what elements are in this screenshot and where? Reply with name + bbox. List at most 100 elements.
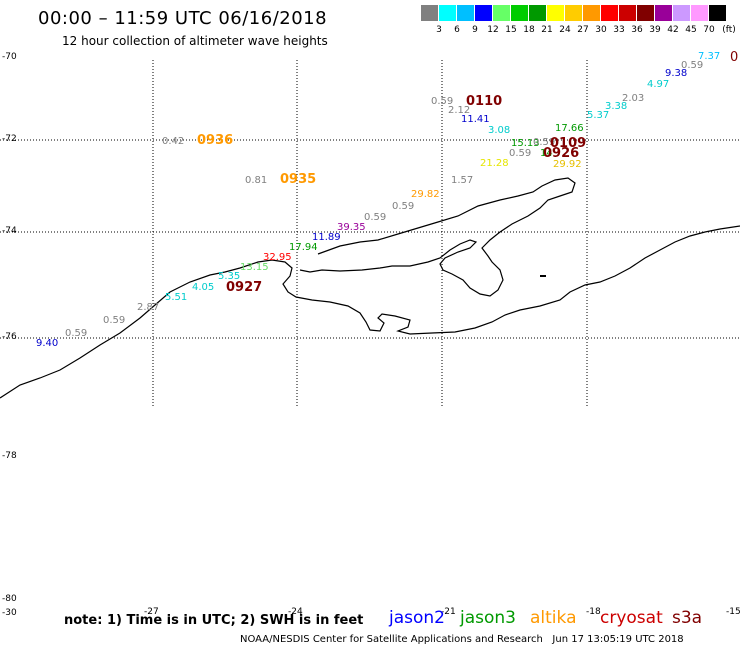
wave-height-label: 17.94 bbox=[289, 242, 318, 253]
legend-label: 45 bbox=[685, 25, 697, 35]
lon-label: -27 bbox=[144, 607, 159, 617]
pass-time-label: 0935 bbox=[280, 172, 317, 187]
wave-height-label: 5.51 bbox=[165, 292, 188, 303]
lon-label: -21 bbox=[441, 607, 456, 617]
legend-label: 15 bbox=[505, 25, 517, 35]
pass-time-label: 0936 bbox=[197, 133, 234, 148]
wave-height-label: 11.89 bbox=[312, 232, 341, 243]
wave-height-label: 39.35 bbox=[337, 222, 366, 233]
lon-label: -18 bbox=[586, 607, 601, 617]
satellite-legend-jason3: jason3 bbox=[460, 608, 516, 628]
legend-swatch bbox=[529, 5, 546, 21]
lat-label: -76 bbox=[2, 332, 17, 342]
satellite-legend-altika: altika bbox=[530, 608, 577, 628]
lat-label: -80 bbox=[2, 594, 17, 604]
wave-height-label: 17.66 bbox=[555, 123, 584, 134]
lat-label: -72 bbox=[2, 134, 17, 144]
legend-label: 30 bbox=[595, 25, 607, 35]
wave-height-label: 7.37 bbox=[698, 51, 721, 62]
legend-swatch bbox=[637, 5, 654, 21]
legend-swatch bbox=[511, 5, 528, 21]
wave-height-label: 0.59 bbox=[431, 96, 454, 107]
legend-label: 3 bbox=[436, 25, 442, 35]
wave-height-label: 0 bbox=[730, 50, 739, 65]
wave-height-label: 0.59 bbox=[103, 315, 126, 326]
legend-swatch bbox=[565, 5, 582, 21]
wave-height-label: 4.97 bbox=[647, 79, 670, 90]
legend-unit: (ft) bbox=[722, 25, 736, 35]
satellite-legend-jason2: jason2 bbox=[389, 608, 445, 628]
wave-height-label: 5.35 bbox=[218, 271, 241, 282]
legend-label: 70 bbox=[703, 25, 715, 35]
wave-height-label: 15.13 bbox=[511, 138, 540, 149]
wave-height-label: 11.41 bbox=[461, 114, 490, 125]
legend-swatch bbox=[547, 5, 564, 21]
map-title: 00:00 – 11:59 UTC 06/16/2018 bbox=[38, 8, 328, 29]
wave-height-label: 9.40 bbox=[36, 338, 59, 349]
legend-label: 9 bbox=[472, 25, 478, 35]
lat-label: -30 bbox=[2, 608, 17, 618]
legend-label: 6 bbox=[454, 25, 460, 35]
wave-height-label: 5.37 bbox=[587, 110, 610, 121]
legend-swatch bbox=[655, 5, 672, 21]
pass-time-label: 0926 bbox=[543, 146, 580, 161]
legend-swatch bbox=[583, 5, 600, 21]
lon-label: -15 bbox=[726, 607, 740, 617]
legend-label: 39 bbox=[649, 25, 661, 35]
legend-label: 36 bbox=[631, 25, 643, 35]
legend-label: 21 bbox=[541, 25, 553, 35]
pass-time-label: 0109 bbox=[550, 136, 587, 151]
wave-height-label: 0.42 bbox=[162, 136, 185, 147]
wave-height-label: 3.38 bbox=[605, 101, 628, 112]
credit-text: NOAA/NESDIS Center for Satellite Applica… bbox=[240, 634, 543, 645]
wave-height-label: 9.38 bbox=[665, 68, 688, 79]
lat-label: -74 bbox=[2, 226, 17, 236]
wave-height-label: 2.12 bbox=[448, 105, 471, 116]
graticule bbox=[0, 60, 740, 406]
legend-swatch bbox=[475, 5, 492, 21]
wave-height-label: 4.05 bbox=[192, 282, 215, 293]
legend-swatch bbox=[439, 5, 456, 21]
wave-height-label: 2.87 bbox=[137, 302, 160, 313]
legend-label: 24 bbox=[559, 25, 571, 35]
legend-label: 33 bbox=[613, 25, 625, 35]
pass-time-label: 0110 bbox=[466, 94, 503, 109]
legend-swatch bbox=[457, 5, 474, 21]
legend-swatch bbox=[493, 5, 510, 21]
wave-height-label: 29.82 bbox=[411, 189, 440, 200]
wave-height-label: 0.81 bbox=[245, 175, 268, 186]
wave-height-label: 0.59 bbox=[509, 148, 532, 159]
wave-height-label: 1.57 bbox=[451, 175, 474, 186]
coast-island bbox=[299, 177, 576, 297]
legend-label: 42 bbox=[667, 25, 679, 35]
legend-label: 12 bbox=[487, 25, 499, 35]
legend-label: 27 bbox=[577, 25, 589, 35]
legend-swatch bbox=[673, 5, 690, 21]
satellite-legend-cryosat: cryosat bbox=[600, 608, 663, 628]
units-note: note: 1) Time is in UTC; 2) SWH is in fe… bbox=[64, 613, 364, 628]
legend-label: 18 bbox=[523, 25, 535, 35]
wave-height-label: 0.59 bbox=[364, 212, 387, 223]
wave-height-label: 14 bbox=[540, 148, 553, 159]
generated-timestamp: Jun 17 13:05:19 UTC 2018 bbox=[552, 634, 684, 645]
legend-swatch bbox=[619, 5, 636, 21]
wave-height-label: 0.59 bbox=[65, 328, 88, 339]
pass-time-label: 0927 bbox=[226, 280, 263, 295]
satellite-legend-s3a: s3a bbox=[672, 608, 703, 628]
legend-swatch bbox=[691, 5, 708, 21]
legend-swatch bbox=[601, 5, 618, 21]
wave-height-label: 0.59 bbox=[533, 137, 556, 148]
wave-height-label: 13.15 bbox=[240, 262, 269, 273]
lat-label: -70 bbox=[2, 52, 17, 62]
wave-height-label: 0.59 bbox=[681, 60, 704, 71]
wave-height-label: 29.92 bbox=[553, 159, 582, 170]
legend-swatch bbox=[421, 5, 438, 21]
wave-height-label: 21.28 bbox=[480, 158, 509, 169]
credit-line: NOAA/NESDIS Center for Satellite Applica… bbox=[240, 634, 684, 645]
map-subtitle: 12 hour collection of altimeter wave hei… bbox=[62, 34, 328, 48]
lon-label: -24 bbox=[288, 607, 303, 617]
wave-height-label: 0.59 bbox=[392, 201, 415, 212]
lat-label: -78 bbox=[2, 451, 17, 461]
